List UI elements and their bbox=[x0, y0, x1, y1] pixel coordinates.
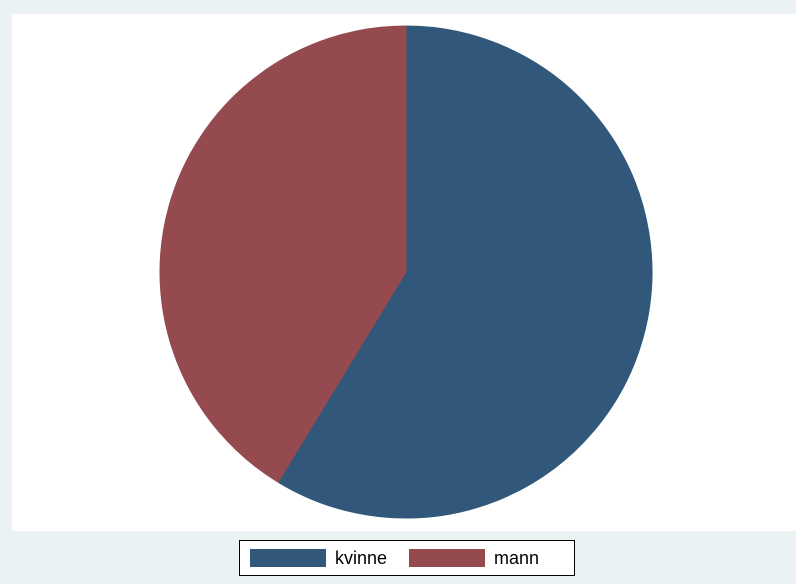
legend-label-mann: mann bbox=[494, 547, 540, 568]
pie-slice-mann bbox=[159, 25, 407, 483]
legend-item-mann: mann bbox=[409, 548, 539, 569]
legend-swatch-kvinne bbox=[250, 549, 326, 567]
legend-swatch-mann bbox=[409, 549, 486, 567]
pie-slice-kvinne bbox=[277, 25, 653, 519]
legend-label-kvinne: kvinne bbox=[335, 547, 388, 568]
legend-item-kvinne: kvinne bbox=[250, 548, 387, 569]
legend: kvinne mann bbox=[239, 540, 575, 576]
